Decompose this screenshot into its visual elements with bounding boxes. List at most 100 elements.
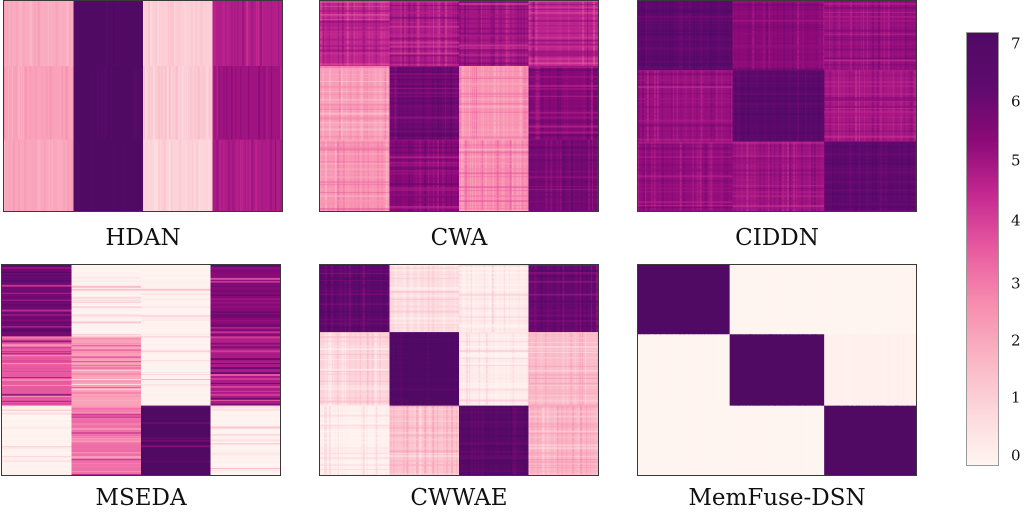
heatmap-stripe-ciddn [638, 105, 733, 108]
heatmap-stripe-cwa [320, 153, 390, 155]
heatmap-stripe-cwa [324, 139, 327, 211]
heatmap-stripe-cwa [389, 121, 459, 123]
heatmap-stripe-cwwae [389, 327, 459, 329]
heatmap-stripe-cwwae [453, 265, 456, 333]
heatmap-stripe-memfuse-dsn [707, 405, 709, 475]
heatmap-stripe-cwa [569, 139, 571, 211]
heatmap-stripe-mseda [71, 413, 141, 416]
heatmap-stripe-memfuse-dsn [776, 405, 779, 475]
heatmap-stripe-cwa [320, 106, 390, 108]
heatmap-stripe-cwwae [320, 293, 390, 295]
heatmap-stripe-ciddn [824, 110, 916, 113]
heatmap-stripe-cwa [320, 30, 390, 32]
heatmap-stripe-cwwae [389, 288, 459, 291]
heatmap-stripe-cwa [459, 156, 529, 158]
heatmap-stripe-cwwae [389, 376, 459, 378]
heatmap-stripe-cwwae [477, 405, 479, 475]
heatmap-stripe-cwa [464, 139, 467, 211]
heatmap-stripe-cwa [389, 35, 459, 37]
heatmap-stripe-ciddn [879, 141, 882, 211]
heatmap-stripe-mseda [71, 391, 141, 394]
heatmap-stripe-ciddn [770, 141, 772, 211]
heatmap-stripe-memfuse-dsn [729, 405, 731, 475]
heatmap-stripe-cwwae [575, 265, 578, 333]
heatmap-stripe-cwwae [528, 436, 598, 439]
heatmap-stripe-cwwae [389, 371, 459, 374]
heatmap-stripe-memfuse-dsn [828, 265, 830, 335]
heatmap-stripe-cwwae [459, 280, 529, 282]
heatmap-stripe-cwwae [362, 265, 365, 333]
heatmap-stripe-ciddn [824, 153, 916, 156]
heatmap-stripe-ciddn [732, 87, 825, 90]
heatmap-stripe-mseda [210, 372, 280, 375]
heatmap-stripe-ciddn [777, 1, 779, 71]
heatmap-stripe-cwwae [459, 265, 461, 333]
heatmap-stripe-ciddn [797, 1, 800, 71]
heatmap-stripe-memfuse-dsn [645, 334, 647, 406]
heatmap-stripe-cwa [320, 189, 390, 191]
heatmap-stripe-cwa [528, 176, 598, 179]
heatmap-stripe-memfuse-dsn [681, 334, 683, 406]
heatmap-stripe-cwwae [528, 463, 598, 465]
heatmap-stripe-hdan [242, 139, 244, 211]
heatmap-stripe-ciddn [732, 102, 825, 105]
heatmap-stripe-memfuse-dsn [837, 405, 840, 475]
heatmap-stripe-mseda [71, 404, 141, 406]
heatmap-stripe-cwwae [344, 405, 346, 475]
heatmap-stripe-cwwae [573, 332, 576, 406]
heatmap-stripe-memfuse-dsn [878, 334, 881, 406]
heatmap-stripe-ciddn [638, 24, 733, 26]
heatmap-stripe-cwa [528, 171, 598, 173]
heatmap-stripe-hdan [43, 139, 46, 211]
heatmap-stripe-cwa [388, 1, 390, 67]
heatmap-stripe-cwwae [459, 391, 529, 393]
heatmap-stripe-mseda [71, 446, 141, 448]
heatmap-stripe-ciddn [732, 46, 825, 49]
heatmap-stripe-cwwae [459, 385, 529, 388]
heatmap-stripe-ciddn [736, 1, 738, 71]
heatmap-stripe-memfuse-dsn [824, 265, 827, 335]
heatmap-stripe-cwwae [553, 332, 555, 406]
heatmap-stripe-cwa [459, 13, 529, 16]
heatmap-stripe-cwwae [320, 370, 390, 372]
heatmap-stripe-cwa [459, 2, 529, 5]
heatmap-stripe-mseda [2, 294, 72, 296]
heatmap-stripe-memfuse-dsn [649, 265, 652, 335]
heatmap-stripe-cwwae [389, 332, 459, 334]
heatmap-stripe-cwa [528, 125, 598, 128]
heatmap-stripe-hdan [112, 66, 115, 140]
heatmap-stripe-ciddn [638, 116, 733, 118]
heatmap-stripe-cwa [457, 1, 459, 67]
heatmap-stripe-cwwae [320, 296, 390, 298]
heatmap-stripe-hdan [249, 139, 252, 211]
heatmap-stripe-cwa [320, 45, 390, 47]
heatmap-stripe-cwwae [320, 400, 390, 403]
colorbar [966, 32, 999, 466]
heatmap-stripe-cwa [320, 85, 390, 88]
heatmap-stripe-mseda [71, 314, 141, 317]
heatmap-stripe-hdan [55, 1, 58, 67]
heatmap-stripe-cwwae [389, 390, 459, 393]
heatmap-stripe-cwa [455, 1, 457, 67]
heatmap-stripe-cwwae [389, 355, 459, 357]
heatmap-cell-mseda-r0-c0 [2, 265, 73, 337]
heatmap-stripe-ciddn [824, 132, 916, 135]
heatmap-stripe-cwa [389, 1, 392, 67]
heatmap-stripe-cwa [420, 1, 422, 67]
heatmap-stripe-cwa [528, 139, 598, 141]
heatmap-stripe-ciddn [751, 70, 753, 142]
heatmap-stripe-ciddn [824, 123, 916, 125]
heatmap-stripe-cwwae [389, 277, 459, 279]
heatmap-stripe-cwa [320, 148, 390, 151]
heatmap-stripe-mseda [2, 314, 72, 316]
heatmap-stripe-ciddn [824, 171, 916, 174]
heatmap-stripe-ciddn [868, 141, 870, 211]
heatmap-stripe-memfuse-dsn [864, 405, 866, 475]
heatmap-stripe-ciddn [893, 1, 895, 71]
heatmap-stripe-mseda [210, 327, 280, 329]
heatmap-stripe-ciddn [824, 38, 916, 41]
heatmap-stripe-memfuse-dsn [659, 265, 662, 335]
heatmap-stripe-mseda [141, 457, 211, 460]
heatmap-stripe-cwa [459, 32, 529, 35]
heatmap-stripe-cwwae [481, 265, 484, 333]
